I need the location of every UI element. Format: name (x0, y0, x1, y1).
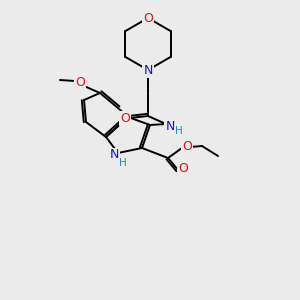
Text: O: O (178, 163, 188, 176)
Text: O: O (120, 112, 130, 124)
Text: N: N (109, 148, 119, 161)
Text: N: N (165, 119, 175, 133)
Text: O: O (182, 140, 192, 154)
Text: O: O (75, 76, 85, 88)
Text: H: H (119, 158, 127, 168)
Text: H: H (175, 126, 183, 136)
Text: N: N (143, 64, 153, 76)
Text: O: O (143, 11, 153, 25)
